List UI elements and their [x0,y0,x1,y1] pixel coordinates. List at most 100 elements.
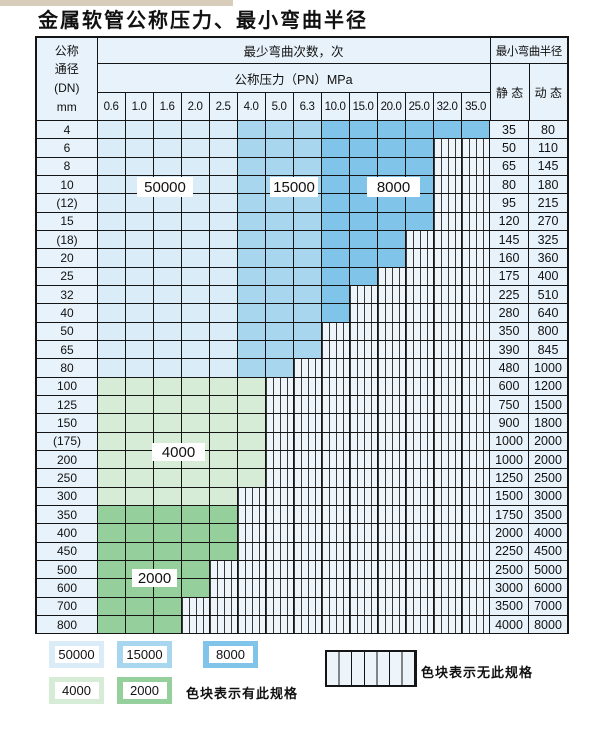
no-spec-cell [378,432,406,450]
cycle-cell [210,175,238,194]
table-row: 25 175 400 [37,267,567,286]
cycle-cell [238,285,266,304]
no-spec-cell [322,414,350,432]
no-spec-cell [350,450,378,469]
cycle-cell [154,340,182,359]
no-spec-cell [434,139,462,157]
no-spec-cell [462,469,490,487]
legend-swatch-15000: 15000 [117,641,172,668]
cycle-cell [266,359,294,377]
no-spec-cell [406,469,434,487]
static-radius-cell: 1250 [490,469,529,487]
no-spec-cell [238,524,266,542]
dn-cell: (175) [37,432,98,450]
table-row: 300 1500 3000 [37,487,567,506]
dynamic-radius-cell: 80 [529,121,567,139]
dn-cell: 450 [37,542,98,560]
no-spec-cell [350,524,378,542]
no-spec-cell [462,414,490,432]
no-spec-cell [406,524,434,542]
cycle-cell [126,121,154,139]
cycle-cell [322,175,350,194]
cycle-cell [182,542,210,560]
dynamic-radius-cell: 7000 [529,597,567,615]
cycle-cell [238,139,266,157]
static-radius-cell: 350 [490,322,529,340]
pressure-value: 32.0 [434,93,462,120]
cycle-cell [210,322,238,340]
cycle-cell [98,542,126,560]
cycle-cell [154,469,182,487]
dynamic-radius-cell: 4000 [529,524,567,542]
no-spec-cell [294,487,322,505]
cycle-cell [238,249,266,267]
no-spec-cell [462,432,490,450]
cycle-cell [294,267,322,285]
cycle-cell [182,139,210,157]
cycle-cell [322,194,350,212]
table-row: 32 225 510 [37,285,567,305]
cycle-cell [154,249,182,267]
no-spec-cell [406,267,434,285]
cycle-cell [238,395,266,414]
table-row: 6 50 110 [37,139,567,158]
cycle-cell [238,304,266,322]
cycle-cell [350,139,378,157]
cycle-cell [154,395,182,414]
no-spec-cell [462,230,490,249]
dynamic-radius-cell: 3500 [529,505,567,524]
pressure-value: 35.0 [465,100,486,113]
dn-cell: 800 [37,615,98,634]
legend-has-spec-note: 色块表示有此规格 [186,686,299,701]
cycle-cell [154,285,182,304]
no-spec-cell [182,597,210,615]
cycle-cell [238,377,266,395]
cycle-cell [98,139,126,157]
no-spec-cell [322,505,350,524]
no-spec-cell [322,322,350,340]
static-radius-cell: 480 [490,359,529,377]
table-row: (175) 1000 2000 [37,432,567,451]
dynamic-radius-cell: 360 [529,249,567,267]
no-spec-cell [406,322,434,340]
dn-cell: 4 [37,121,98,139]
pressure-value: 25.0 [406,93,434,120]
cycle-cell [350,121,378,139]
cycle-cell [154,139,182,157]
cycle-cell [126,450,154,469]
cycle-cell [126,340,154,359]
dn-cell: 125 [37,395,98,414]
cycle-cell [154,487,182,505]
no-spec-cell [378,340,406,359]
cycle-cell [126,432,154,450]
no-spec-cell [350,579,378,597]
no-spec-cell [210,560,238,579]
pressure-value: 4.0 [238,93,266,120]
cycle-cell [322,230,350,249]
cycle-cell [210,505,238,524]
table-row: 4 35 80 [37,121,567,140]
zone-label-2000: 2000 [132,569,177,587]
cycle-cell [154,542,182,560]
dn-cell: 20 [37,249,98,267]
cycle-cell [210,524,238,542]
cycle-cell [98,249,126,267]
cycle-cell [126,139,154,157]
cycle-cell [266,121,294,139]
cycle-cell [154,304,182,322]
static-radius-cell: 2500 [490,560,529,579]
no-spec-cell [378,469,406,487]
pressure-value: 20.0 [378,93,406,120]
pressure-value: 5.0 [266,93,294,120]
cycle-cell [98,615,126,634]
cycle-cell [210,487,238,505]
no-spec-cell [322,524,350,542]
cycle-cell [322,139,350,157]
cycle-cell [98,304,126,322]
no-spec-cell [266,524,294,542]
cycle-cell [98,395,126,414]
no-spec-cell [266,377,294,395]
no-spec-cell [462,560,490,579]
cycle-cell [294,157,322,175]
no-spec-cell [406,615,434,634]
